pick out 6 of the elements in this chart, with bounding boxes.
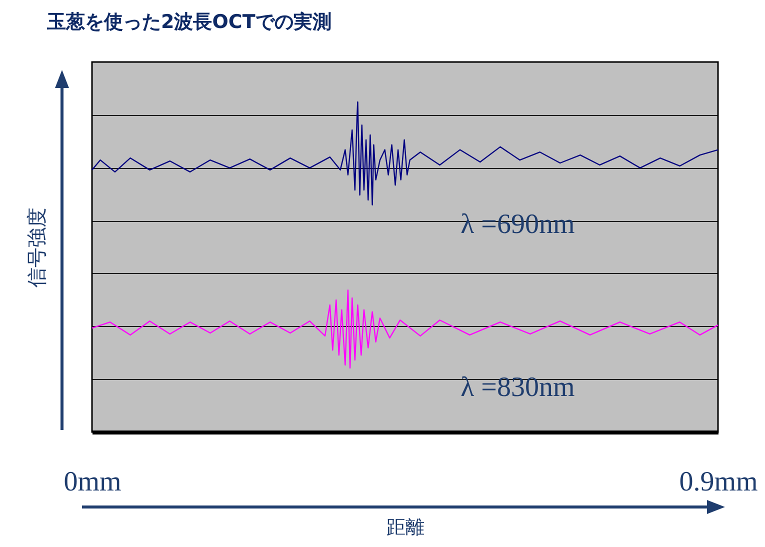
y-axis-title: 信号強度: [24, 208, 48, 288]
x-axis-title: 距離: [386, 516, 424, 538]
chart-title: 玉葱を使った2波長OCTでの実測: [46, 11, 332, 33]
series-label: λ =830nm: [460, 372, 575, 403]
x-tick-label: 0.9mm: [679, 466, 758, 498]
x-tick-label: 0mm: [64, 466, 122, 498]
